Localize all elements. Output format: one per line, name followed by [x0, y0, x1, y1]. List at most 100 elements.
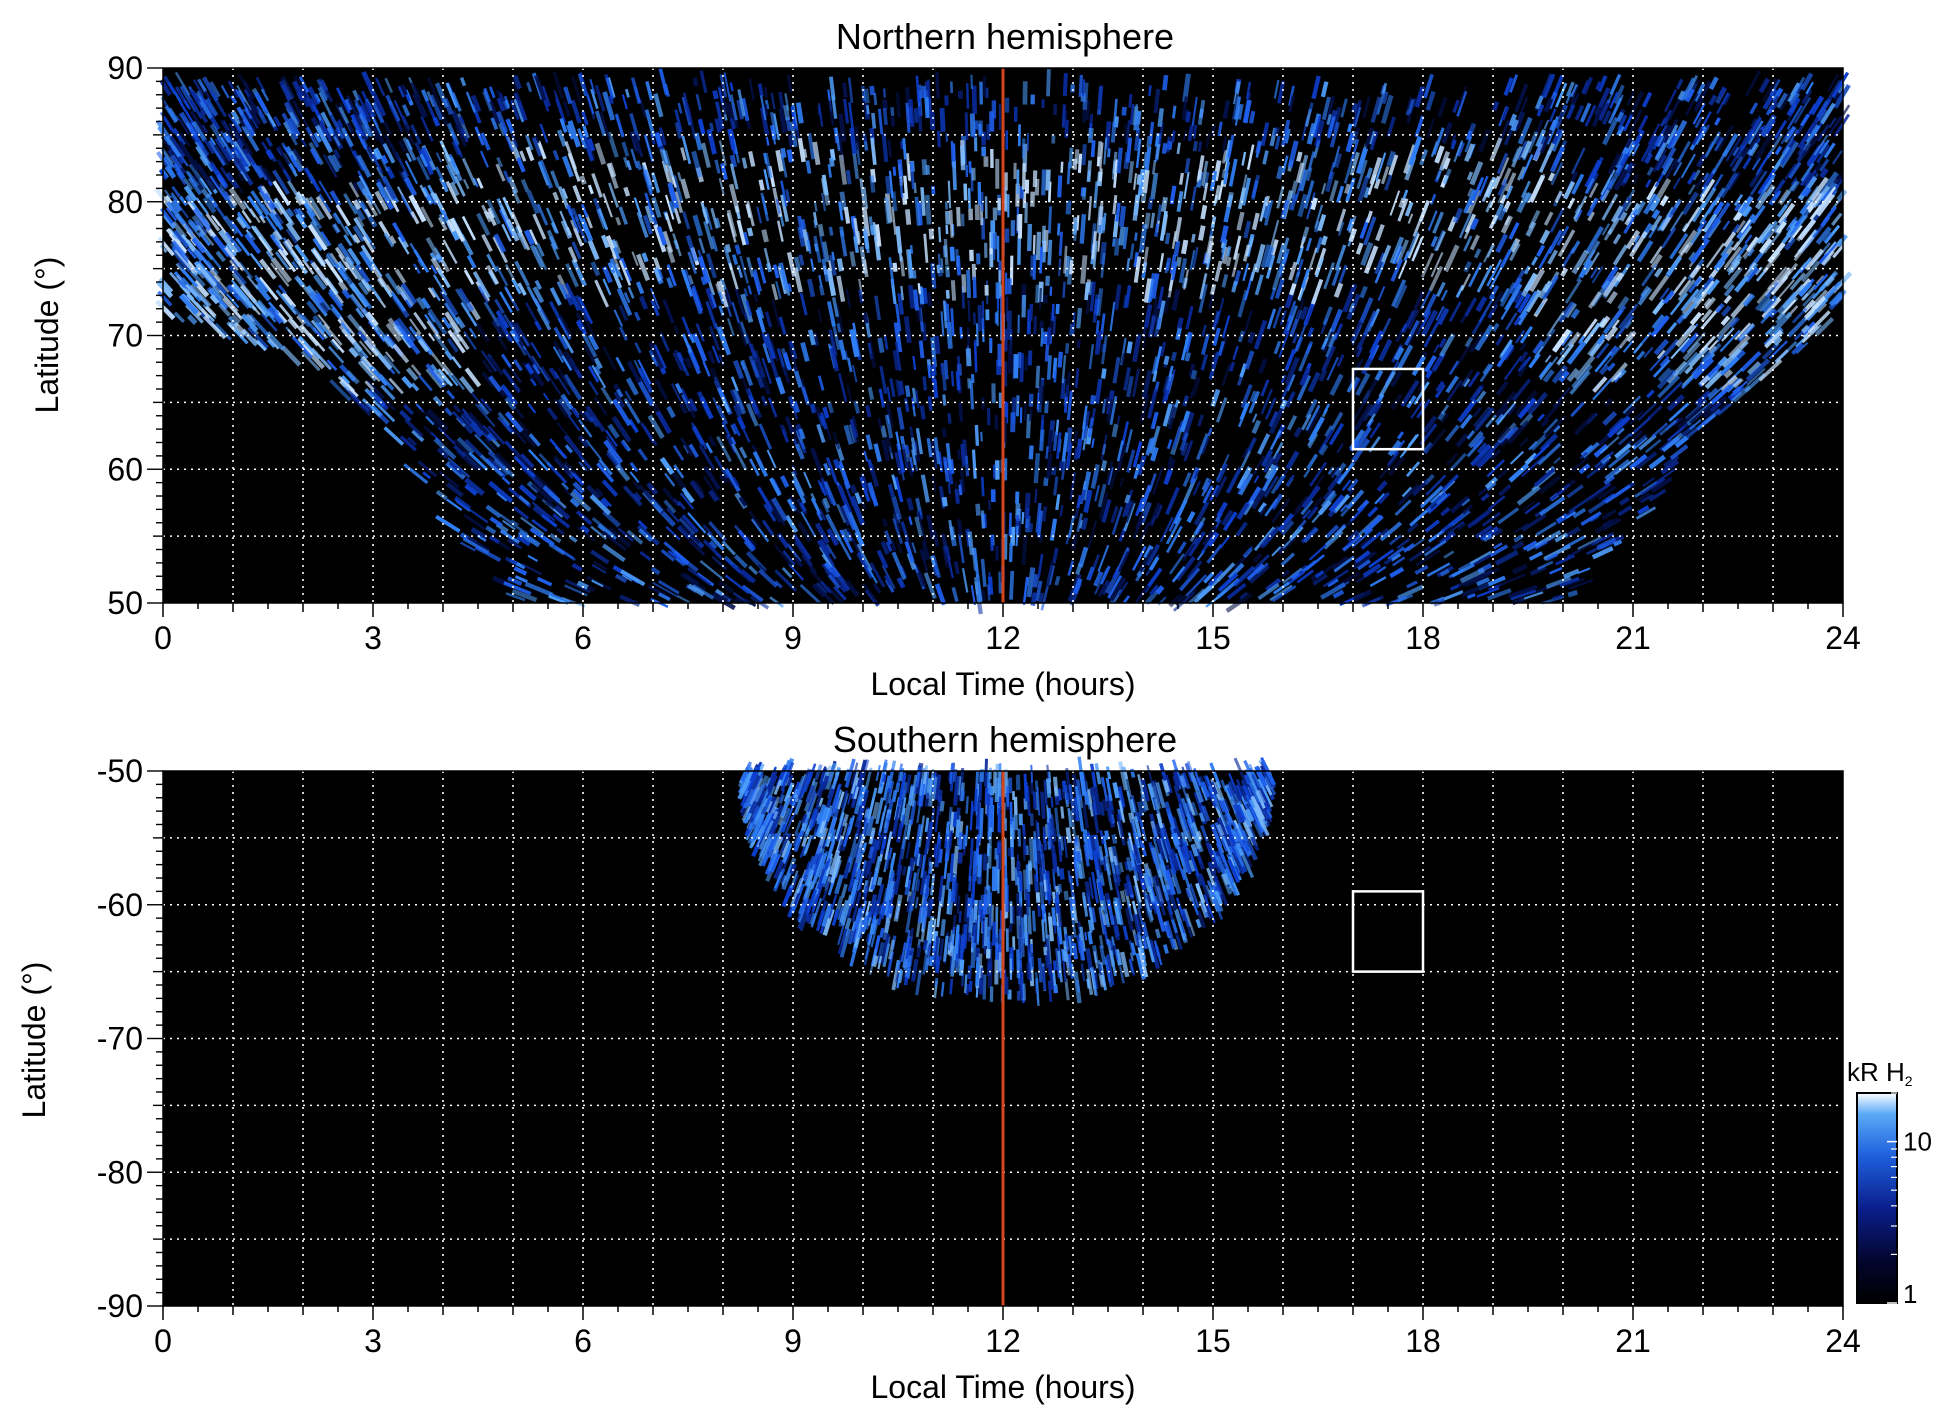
emission-streak: [1603, 397, 1614, 408]
emission-streak: [398, 139, 408, 153]
emission-streak: [788, 563, 805, 581]
emission-streak: [464, 477, 485, 496]
emission-streak: [1609, 73, 1622, 95]
emission-streak: [941, 427, 947, 438]
emission-streak: [1649, 245, 1663, 264]
emission-streak: [714, 159, 721, 174]
emission-streak: [594, 110, 607, 137]
emission-streak: [1569, 370, 1591, 395]
emission-streak: [960, 443, 966, 467]
emission-streak: [415, 296, 427, 310]
emission-streak: [639, 98, 647, 119]
emission-streak: [1295, 245, 1305, 265]
emission-streak: [1055, 494, 1061, 511]
emission-streak: [1251, 413, 1258, 423]
emission-streak: [1558, 300, 1576, 324]
emission-streak: [849, 251, 857, 267]
emission-streak: [1537, 413, 1545, 422]
emission-streak: [729, 154, 738, 168]
emission-streak: [818, 285, 825, 296]
emission-streak: [1310, 197, 1318, 211]
emission-streak: [958, 484, 963, 496]
emission-streak: [1297, 519, 1307, 530]
emission-streak: [961, 274, 967, 293]
emission-streak: [967, 299, 971, 322]
emission-streak: [462, 178, 470, 190]
emission-streak: [1693, 96, 1705, 113]
emission-streak: [607, 526, 632, 549]
emission-streak: [254, 283, 272, 302]
emission-streak: [1010, 526, 1016, 546]
emission-streak: [202, 246, 222, 269]
emission-streak: [1784, 198, 1792, 208]
emission-streak: [1196, 577, 1220, 600]
emission-streak: [380, 384, 396, 401]
emission-streak: [488, 100, 501, 125]
emission-streak: [265, 250, 275, 261]
emission-streak: [934, 335, 941, 355]
emission-streak: [1817, 303, 1828, 314]
emission-streak: [633, 491, 643, 502]
emission-streak: [1151, 295, 1159, 318]
emission-streak: [470, 527, 488, 541]
emission-streak: [734, 244, 742, 255]
emission-streak: [1689, 419, 1702, 431]
emission-streak: [480, 350, 498, 373]
emission-streak: [1055, 303, 1060, 315]
emission-streak: [1598, 363, 1610, 376]
emission-streak: [1643, 346, 1654, 359]
emission-streak: [904, 398, 910, 412]
emission-streak: [1253, 319, 1268, 350]
emission-streak: [258, 276, 279, 301]
emission-streak: [285, 221, 301, 242]
emission-streak: [918, 84, 923, 99]
emission-streak: [563, 373, 583, 401]
emission-streak: [300, 350, 321, 372]
emission-streak: [235, 237, 251, 257]
emission-streak: [436, 104, 449, 126]
emission-streak: [548, 367, 560, 380]
emission-streak: [1646, 389, 1655, 399]
emission-streak: [899, 177, 904, 198]
emission-streak: [1033, 316, 1038, 335]
emission-streak: [761, 229, 769, 243]
emission-streak: [1198, 283, 1208, 314]
emission-streak: [1083, 489, 1093, 513]
emission-streak: [520, 453, 535, 469]
emission-streak: [974, 424, 980, 446]
emission-streak: [1538, 150, 1552, 173]
emission-streak: [680, 269, 694, 297]
emission-streak: [912, 406, 916, 417]
emission-streak: [411, 429, 425, 443]
emission-streak: [921, 85, 927, 99]
emission-streak: [715, 283, 721, 294]
emission-streak: [1069, 260, 1074, 275]
emission-streak: [1109, 470, 1117, 491]
emission-streak: [897, 159, 904, 177]
emission-streak: [858, 289, 864, 303]
emission-streak: [1725, 136, 1743, 162]
emission-streak: [1473, 407, 1491, 428]
emission-streak: [718, 580, 735, 594]
emission-streak: [980, 558, 987, 587]
emission-streak: [908, 284, 915, 309]
emission-streak: [1084, 282, 1090, 301]
emission-streak: [864, 238, 870, 254]
emission-streak: [778, 91, 785, 110]
emission-streak: [1767, 266, 1788, 291]
emission-streak: [1351, 100, 1362, 128]
emission-streak: [1368, 548, 1395, 569]
emission-streak: [1104, 121, 1112, 150]
emission-streak: [1351, 324, 1363, 346]
emission-streak: [301, 258, 315, 275]
emission-streak: [1520, 591, 1544, 601]
emission-streak: [807, 329, 816, 346]
emission-streak: [779, 475, 790, 488]
emission-streak: [1102, 212, 1107, 231]
emission-streak: [836, 323, 842, 333]
emission-streak: [1613, 84, 1625, 104]
emission-streak: [953, 561, 960, 575]
emission-streak: [623, 397, 641, 424]
emission-streak: [1049, 286, 1053, 296]
